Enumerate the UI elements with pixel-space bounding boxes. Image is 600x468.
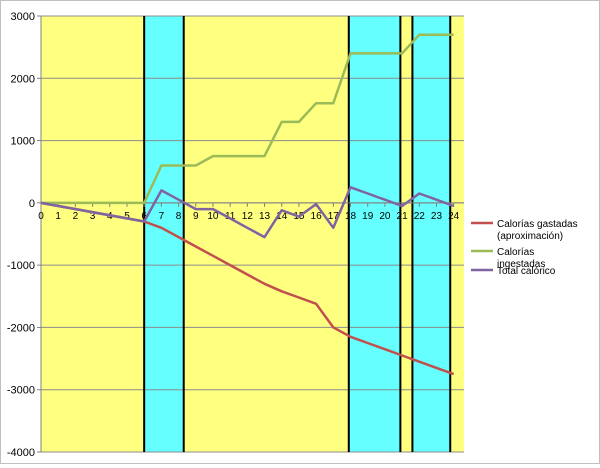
x-tick-label: 19 [362, 211, 374, 222]
y-tick-label: 3000 [11, 11, 35, 23]
x-tick-label: 23 [431, 211, 443, 222]
x-tick-label: 20 [379, 211, 391, 222]
y-tick-label: 1000 [11, 136, 35, 148]
x-tick-label: 5 [124, 211, 130, 222]
series-line-0 [40, 201, 455, 376]
x-tick-label: 10 [207, 211, 219, 222]
x-tick-label: 22 [414, 211, 426, 222]
legend-label-0: Calorías gastadas (aproximación) [497, 219, 578, 242]
background-band-6 [450, 16, 464, 452]
background-bands [41, 16, 464, 452]
x-tick-label: 9 [193, 211, 199, 222]
vertical-markers [143, 16, 452, 452]
x-tick-label: 3 [90, 211, 96, 222]
x-tick-label: 17 [328, 211, 340, 222]
x-tick-label: 21 [397, 211, 409, 222]
series-line-2 [40, 186, 455, 239]
series-lines [40, 33, 455, 376]
x-tick-label: 11 [225, 211, 236, 222]
x-tick-label: 12 [242, 211, 254, 222]
background-band-0 [41, 16, 145, 452]
x-tick-label: 24 [448, 211, 460, 222]
legend-label-2: Total calórico [497, 266, 556, 277]
x-tick-label: 0 [38, 211, 44, 222]
y-tick-label: -1000 [7, 260, 35, 272]
x-tick-label: 13 [259, 211, 271, 222]
x-tick-label: 7 [159, 211, 165, 222]
x-tick-label: 8 [176, 211, 182, 222]
x-tick-label: 6 [141, 211, 147, 222]
x-tick-label: 14 [276, 211, 288, 222]
x-tick-label: 2 [73, 211, 79, 222]
x-tick-label: 1 [55, 211, 61, 222]
y-tick-label: -3000 [7, 385, 35, 397]
background-band-4 [400, 16, 413, 452]
background-band-5 [412, 16, 451, 452]
x-tick-label: 18 [345, 211, 357, 222]
y-tick-label: 0 [29, 198, 35, 210]
y-tick-label: -2000 [7, 322, 35, 334]
legend-label-1: Calorías ingestadas [497, 247, 545, 270]
series-line-1 [41, 33, 454, 205]
y-tick-label: 2000 [11, 73, 35, 85]
background-band-1 [144, 16, 184, 452]
y-tick-label: -4000 [7, 447, 35, 459]
legend: Calorías gastadas (aproximación) Calorías i… [471, 219, 578, 277]
background-band-3 [348, 16, 401, 452]
x-tick-label: 16 [311, 211, 323, 222]
